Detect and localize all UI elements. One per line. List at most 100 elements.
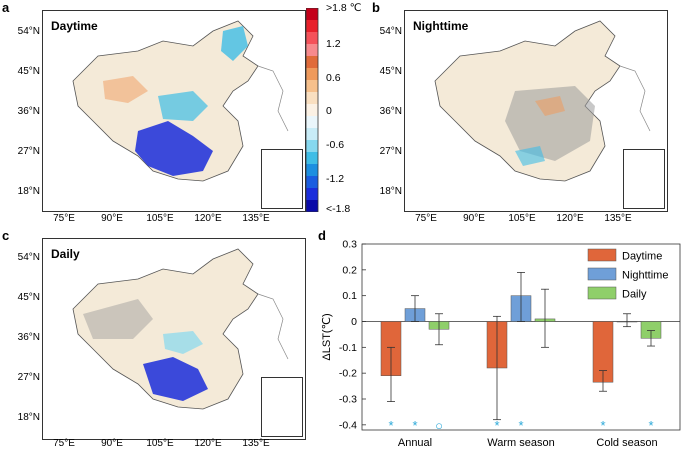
colorbar-swatch: [306, 200, 318, 212]
colorbar-label: 1.2: [326, 38, 341, 50]
colorbar-label: -1.2: [326, 173, 345, 185]
map-daytime-graphic: [72, 20, 289, 182]
lon-label: 75°E: [415, 213, 437, 224]
colorbar-swatch: [306, 68, 318, 81]
bar-chart-delta-lst: 0.3 0.2 0.1 0 -0.1 -0.2 -0.3 -0.4 ΔLST(℃) Annual W…: [321, 239, 681, 449]
lon-label: 135°E: [242, 213, 270, 224]
lat-label: 27°N: [17, 372, 40, 383]
map-nighttime-graphic: [434, 20, 651, 182]
colorbar-swatch: [306, 20, 318, 33]
legend-swatch: [587, 248, 617, 262]
map-title-nighttime: Nighttime: [413, 19, 469, 33]
warming-region: [103, 76, 148, 103]
map-nighttime: Nighttime: [404, 10, 668, 212]
colorbar-swatch: [306, 164, 318, 177]
lat-label: 36°N: [17, 332, 40, 343]
colorbar-label: >1.8 ℃: [326, 2, 362, 14]
cooling-region-south: [143, 357, 208, 401]
lon-label: 90°E: [101, 213, 123, 224]
colorbar-swatch: [306, 8, 318, 21]
cooling-region-central: [163, 331, 203, 354]
lat-label: 27°N: [17, 146, 40, 157]
coastline: [619, 65, 651, 132]
significance-marker: *: [412, 418, 417, 433]
lon-label: 105°E: [508, 213, 536, 224]
y-axis-label: ΔLST(℃): [321, 313, 333, 360]
lat-label: 36°N: [379, 106, 402, 117]
south-china-sea-inset: [623, 149, 665, 209]
lon-label: 105°E: [146, 213, 174, 224]
coastline: [257, 293, 289, 360]
y-tick-label: 0: [351, 316, 357, 328]
significance-marker: ○: [435, 418, 443, 433]
lon-label: 90°E: [101, 438, 123, 449]
y-tick-label: -0.1: [339, 342, 357, 354]
lon-label: 90°E: [463, 213, 485, 224]
x-category-label: Annual: [398, 437, 432, 449]
lat-label: 18°N: [379, 186, 402, 197]
lat-label: 18°N: [17, 412, 40, 423]
warming-region: [535, 96, 565, 116]
y-tick-label: -0.2: [339, 368, 357, 380]
colorbar-swatch: [306, 152, 318, 165]
cooling-region: [515, 146, 545, 166]
map-daytime: Daytime: [42, 10, 306, 212]
south-china-sea-inset: [261, 149, 303, 209]
lon-label: 120°E: [556, 213, 584, 224]
colorbar-swatch: [306, 104, 318, 117]
colorbar-swatch: [306, 116, 318, 129]
colorbar-label: -0.6: [326, 139, 345, 151]
map-title-daytime: Daytime: [51, 19, 98, 33]
colorbar-swatch: [306, 92, 318, 105]
lon-label: 135°E: [242, 438, 270, 449]
plot-frame: [361, 243, 681, 431]
colorbar-swatch: [306, 44, 318, 57]
map-title-daily: Daily: [51, 247, 80, 261]
nonsignificant-region: [83, 299, 153, 339]
lon-label: 75°E: [53, 213, 75, 224]
lon-label: 105°E: [146, 438, 174, 449]
colorbar-label: 0: [326, 105, 332, 117]
x-category-label: Warm season: [487, 437, 554, 449]
lat-label: 45°N: [379, 66, 402, 77]
y-tick-label: 0.3: [342, 239, 357, 251]
lat-label: 18°N: [17, 186, 40, 197]
colorbar-swatch: [306, 56, 318, 69]
south-china-sea-inset: [261, 377, 303, 437]
lon-label: 135°E: [604, 213, 632, 224]
lat-label: 54°N: [17, 252, 40, 263]
significance-marker: *: [518, 418, 523, 433]
significance-marker: *: [648, 418, 653, 433]
panel-letter-d: d: [318, 228, 326, 243]
legend-label: Daily: [622, 289, 647, 301]
legend-label: Nighttime: [622, 270, 668, 282]
china-outline: [72, 248, 259, 410]
significance-marker: *: [388, 418, 393, 433]
y-tick-label: 0.1: [342, 290, 357, 302]
legend-swatch: [587, 267, 617, 281]
y-tick-label: -0.4: [339, 419, 357, 431]
panel-letter-a: a: [2, 0, 10, 15]
significance-marker: *: [600, 418, 605, 433]
colorbar-label: <-1.8: [326, 203, 351, 215]
significance-marker: *: [494, 418, 499, 433]
coastline: [257, 65, 289, 132]
lat-label: 27°N: [379, 146, 402, 157]
cooling-region-northeast: [221, 26, 248, 61]
nonsignificant-region: [505, 86, 595, 161]
y-tick-label: 0.2: [342, 264, 357, 276]
lon-label: 120°E: [194, 213, 222, 224]
lon-label: 120°E: [194, 438, 222, 449]
colorbar-label: 0.6: [326, 72, 341, 84]
x-category-label: Cold season: [596, 437, 657, 449]
colorbar-swatch: [306, 32, 318, 45]
cooling-region-south: [135, 121, 213, 176]
legend-label: Daytime: [622, 251, 662, 263]
cooling-region-central: [158, 91, 208, 121]
colorbar-swatch: [306, 140, 318, 153]
colorbar-swatch: [306, 80, 318, 93]
colorbar-swatch: [306, 128, 318, 141]
colorbar: [306, 8, 319, 212]
lat-label: 36°N: [17, 106, 40, 117]
panel-letter-b: b: [372, 0, 380, 15]
